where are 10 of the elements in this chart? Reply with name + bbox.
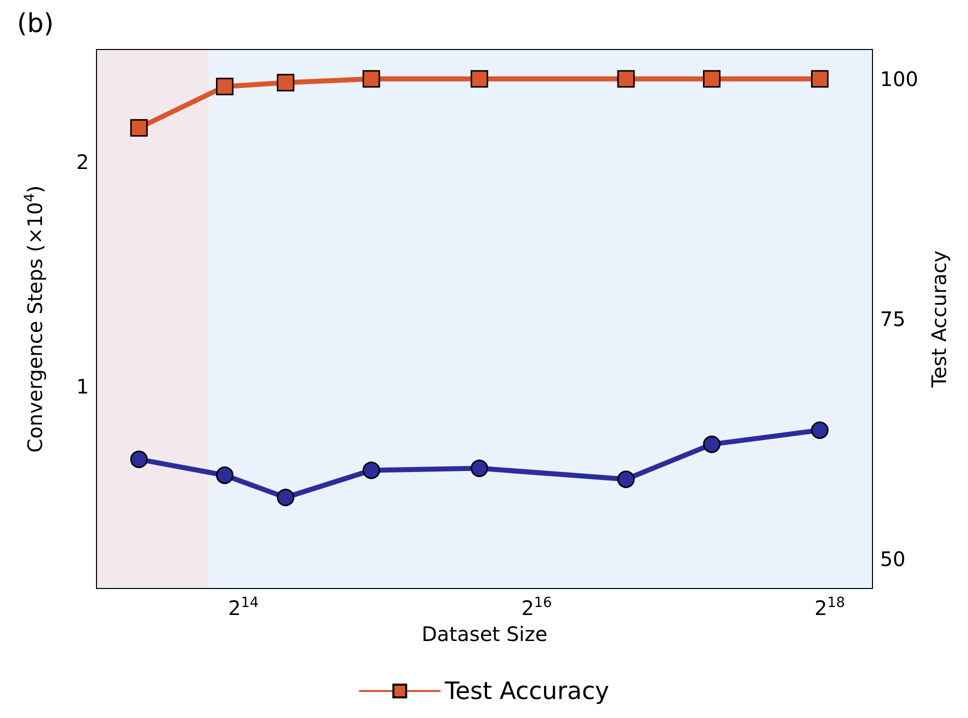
y2-tick-label: 75 <box>880 307 906 331</box>
y2-tick-label: 100 <box>880 66 918 91</box>
y-tick-label: 1 <box>76 374 89 398</box>
x-axis-title: Dataset Size <box>422 622 548 646</box>
y-tick-label: 2 <box>76 150 89 174</box>
chart-title: (b) <box>17 9 54 39</box>
y2-tick-label: 50 <box>880 547 906 572</box>
y2-axis-title: Test Accuracy <box>927 250 952 389</box>
legend-label: Test Accuracy <box>444 677 610 705</box>
y-axis-title: Convergence Steps (×104) <box>22 185 47 453</box>
